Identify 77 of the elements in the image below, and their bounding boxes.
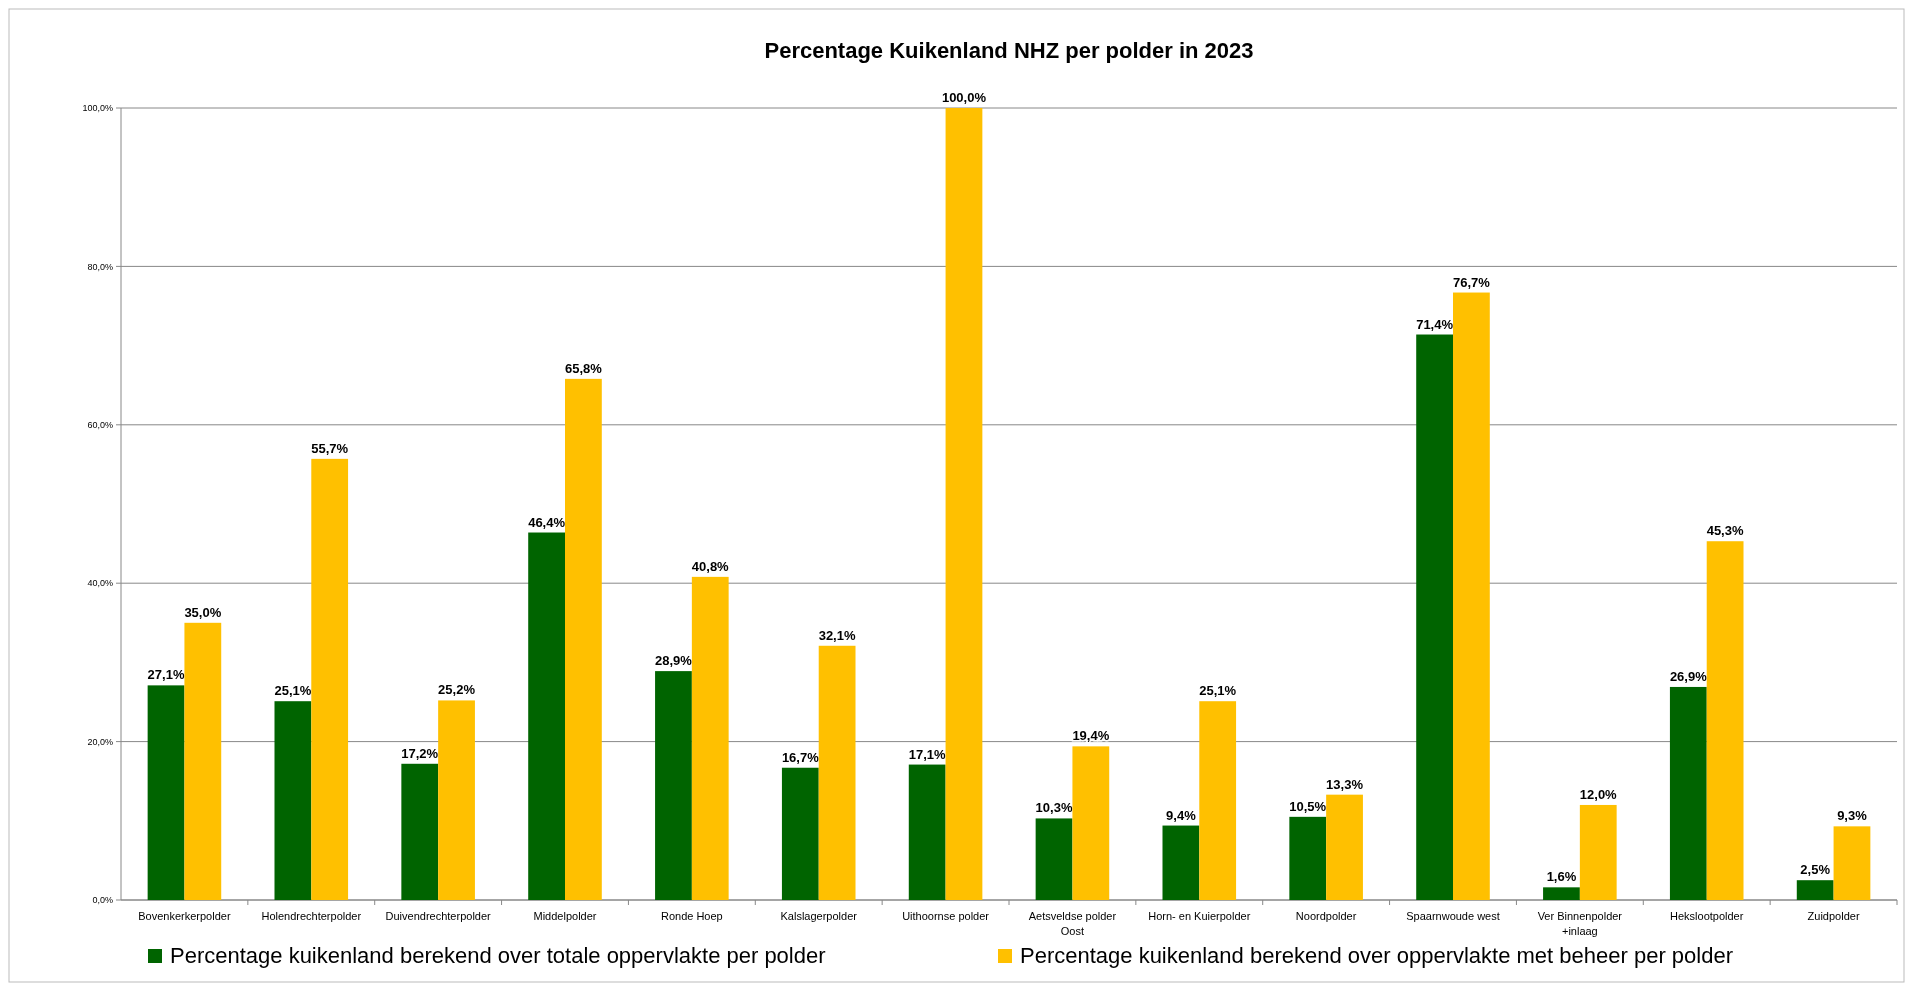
bar bbox=[1035, 818, 1073, 900]
bar bbox=[401, 763, 439, 900]
data-label: 25,1% bbox=[1199, 683, 1237, 699]
x-tick-label: Spaarnwoude west bbox=[1406, 910, 1500, 922]
x-tick-label: Ronde Hoep bbox=[660, 910, 723, 922]
bar bbox=[945, 108, 983, 900]
bar bbox=[781, 767, 819, 900]
x-tick-label: Uithoornse polder bbox=[902, 910, 990, 922]
bar bbox=[655, 671, 692, 900]
x-tick-label: Hekslootpolder bbox=[1670, 910, 1744, 922]
y-tick-label: 0,0% bbox=[92, 895, 113, 906]
data-label: 17,2% bbox=[401, 745, 439, 761]
x-tick-label: Zuidpolder bbox=[1807, 910, 1860, 922]
data-label: 10,5% bbox=[1289, 798, 1327, 814]
data-label: 19,4% bbox=[1072, 728, 1110, 744]
data-label: 35,0% bbox=[184, 604, 222, 620]
bar bbox=[1199, 701, 1237, 900]
bar bbox=[1796, 880, 1834, 900]
data-label: 9,4% bbox=[1166, 807, 1197, 823]
data-label: 100,0% bbox=[941, 90, 987, 105]
bar bbox=[1543, 887, 1580, 900]
y-tick-label: 40,0% bbox=[87, 578, 113, 589]
bar bbox=[1833, 826, 1871, 900]
data-label: 12,0% bbox=[1579, 786, 1618, 802]
data-label: 9,3% bbox=[1837, 808, 1868, 824]
bar bbox=[1579, 804, 1617, 900]
bar bbox=[1706, 541, 1744, 900]
bar bbox=[184, 622, 222, 900]
bar bbox=[1453, 292, 1490, 900]
bar bbox=[565, 378, 602, 900]
bar bbox=[1416, 334, 1453, 900]
chart-title: Percentage Kuikenland NHZ per polder in 2023 bbox=[764, 38, 1254, 63]
data-label: 16,7% bbox=[781, 749, 820, 765]
y-tick-label: 20,0% bbox=[87, 736, 113, 747]
x-tick-label: Horn- en Kuierpolder bbox=[1148, 910, 1251, 922]
bar bbox=[1162, 825, 1200, 900]
data-label: 32,1% bbox=[818, 627, 856, 643]
bar bbox=[438, 700, 475, 900]
bar bbox=[1669, 686, 1707, 900]
bar bbox=[1326, 794, 1363, 900]
data-label: 1,6% bbox=[1546, 869, 1577, 885]
data-label: 28,9% bbox=[655, 653, 693, 669]
x-tick-label: Aetsveldse polder Oost bbox=[1028, 910, 1117, 937]
x-tick-label: Holendrechterpolder bbox=[261, 910, 362, 922]
data-label: 25,2% bbox=[438, 682, 476, 698]
x-tick-label: Duivendrechterpolder bbox=[385, 910, 492, 922]
data-label: 71,4% bbox=[1416, 316, 1454, 332]
y-tick-label: 60,0% bbox=[87, 419, 113, 430]
x-tick-label: Noordpolder bbox=[1295, 910, 1357, 922]
data-label: 76,7% bbox=[1452, 274, 1491, 290]
bar bbox=[908, 764, 946, 900]
data-label: 26,9% bbox=[1669, 668, 1708, 684]
data-label: 65,8% bbox=[564, 360, 603, 376]
bar bbox=[528, 532, 565, 900]
bar bbox=[818, 645, 856, 900]
bar bbox=[147, 685, 185, 900]
x-tick-label: Middelpolder bbox=[533, 910, 597, 922]
legend-label: Percentage kuikenland berekend over totale oppervlakte per polder bbox=[170, 943, 826, 968]
bar bbox=[1072, 746, 1110, 900]
bar bbox=[691, 576, 729, 900]
data-label: 46,4% bbox=[528, 514, 566, 530]
x-tick-label: Ver Binnenpolder +inlaag bbox=[1537, 910, 1623, 937]
x-tick-label: Bovenkerkerpolder bbox=[138, 910, 231, 922]
data-label: 17,1% bbox=[908, 746, 947, 762]
y-tick-label: 80,0% bbox=[87, 261, 113, 272]
x-tick-label: Kalslagerpolder bbox=[780, 910, 858, 922]
y-tick-label: 100,0% bbox=[82, 103, 113, 114]
bar bbox=[311, 458, 349, 900]
data-label: 2,5% bbox=[1800, 862, 1831, 878]
data-label: 13,3% bbox=[1326, 776, 1364, 792]
legend-label: Percentage kuikenland berekend over oppervlakte met beheer per polder bbox=[1020, 943, 1734, 968]
data-label: 55,7% bbox=[311, 440, 349, 456]
data-label: 25,1% bbox=[274, 683, 312, 699]
bar bbox=[274, 701, 312, 900]
bar bbox=[1289, 816, 1327, 900]
data-label: 45,3% bbox=[1706, 523, 1744, 539]
data-label: 40,8% bbox=[691, 558, 730, 574]
